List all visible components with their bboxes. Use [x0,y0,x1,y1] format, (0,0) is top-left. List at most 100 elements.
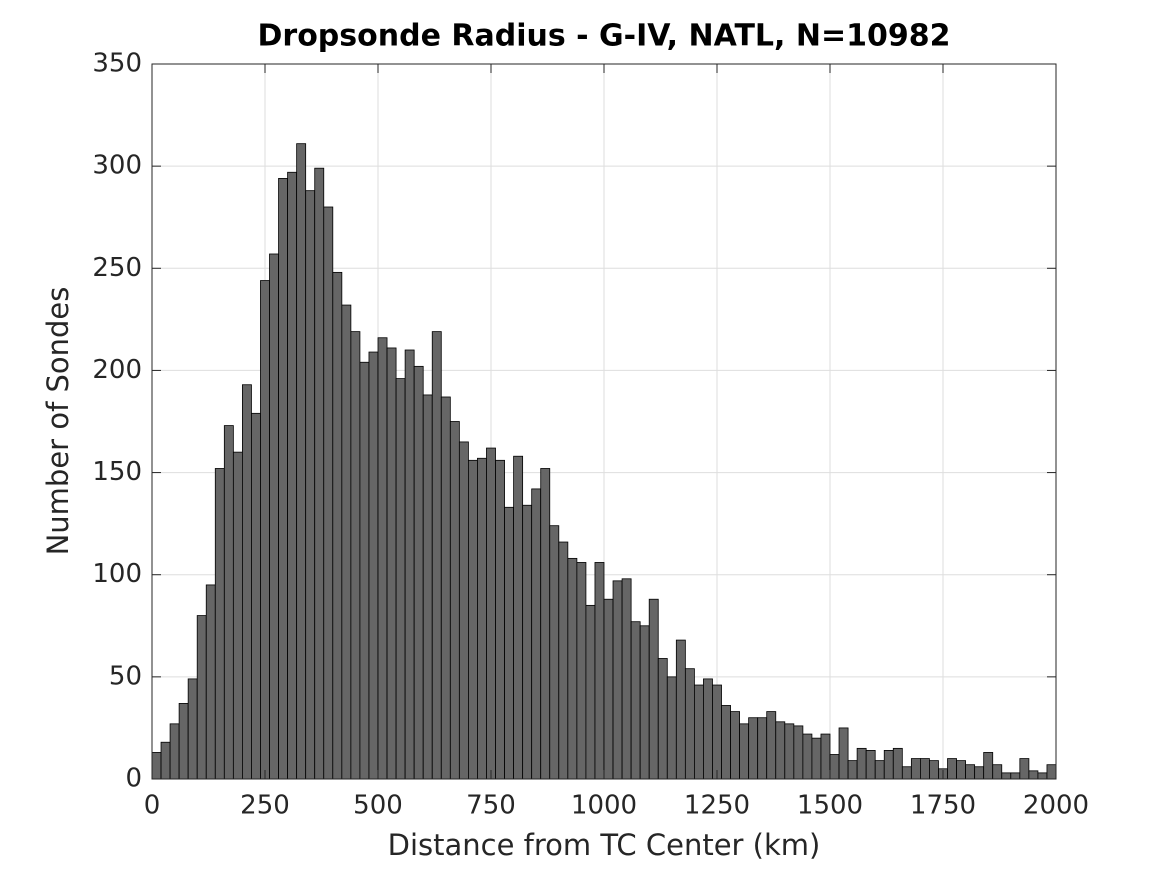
chart-title: Dropsonde Radius - G-IV, NATL, N=10982 [258,19,951,54]
bar [531,488,542,780]
bar [947,758,957,780]
bar [169,723,180,780]
bar [404,349,415,780]
bar [910,758,921,780]
bar [675,639,686,780]
bar [1010,772,1021,780]
bar [287,171,298,780]
bar [377,337,388,780]
bar [793,725,804,780]
bar [1019,758,1030,780]
bar [992,764,1003,780]
y-tick-label: 250 [92,253,142,283]
bar [757,717,768,780]
y-tick-label: 50 [109,661,142,691]
bar [214,468,225,780]
bar [477,457,487,780]
bar [603,598,614,780]
bar [178,703,189,780]
x-tick-label: 500 [353,791,403,821]
bar [251,412,261,780]
bar [865,750,876,780]
bar [874,760,885,780]
bar [567,557,578,780]
bar [151,752,162,780]
bar [901,766,912,780]
bar [621,578,632,780]
x-axis-label: Distance from TC Center (km) [388,828,821,862]
bar [341,304,352,780]
bar [766,711,777,780]
bar [784,723,795,780]
bar [802,733,813,780]
x-tick-label: 1500 [797,791,863,821]
bar [278,177,288,780]
bar [920,758,930,780]
x-tick-label: 1750 [910,791,976,821]
bar [395,378,406,780]
bar [730,711,740,780]
x-tick-label: 0 [144,791,161,821]
bar [368,351,379,780]
x-tick-label: 2000 [1023,791,1089,821]
bar [856,747,867,780]
bar [811,737,822,780]
bar [721,705,731,780]
bar [892,747,903,780]
bar [504,506,514,780]
y-tick-label: 200 [92,355,142,385]
bar [350,331,361,780]
bar [422,394,433,780]
bar [1001,772,1012,780]
y-tick-label: 150 [92,457,142,487]
bar [260,280,270,780]
bar [847,760,858,780]
bar [1037,772,1048,780]
bar [829,754,840,780]
bar [639,625,650,780]
bar [187,678,198,780]
bar [703,678,713,780]
bar [205,584,216,780]
bar [739,723,750,780]
x-tick-label: 250 [240,791,290,821]
bar [305,190,316,780]
bar [269,253,279,780]
bar [323,206,334,780]
bar [838,727,849,780]
bar [223,425,234,780]
bar [883,750,894,780]
bar [486,447,496,780]
bar [558,541,569,780]
bar [522,504,533,780]
y-axis-label: Number of Sondes [41,287,75,556]
bar [666,676,677,780]
bar [386,347,397,780]
bar [648,598,659,780]
y-tick-label: 300 [92,151,142,181]
bar [775,721,786,780]
y-tick-label: 0 [125,764,142,794]
bar [332,271,343,780]
bar [965,764,976,780]
bar [1046,764,1057,780]
bar [440,396,451,780]
bar [540,468,551,780]
bar [413,365,424,780]
bar [449,421,460,780]
bar [585,604,596,780]
bar [196,615,207,780]
bar [576,562,587,780]
bar [495,459,505,780]
bar [929,760,939,780]
bar [630,621,641,780]
bar [160,741,171,780]
y-tick-label: 350 [92,49,142,79]
bar [513,455,524,780]
y-tick-label: 100 [92,559,142,589]
bar [974,766,985,780]
bar [458,441,469,780]
bar [594,562,605,780]
bar [1028,770,1039,780]
